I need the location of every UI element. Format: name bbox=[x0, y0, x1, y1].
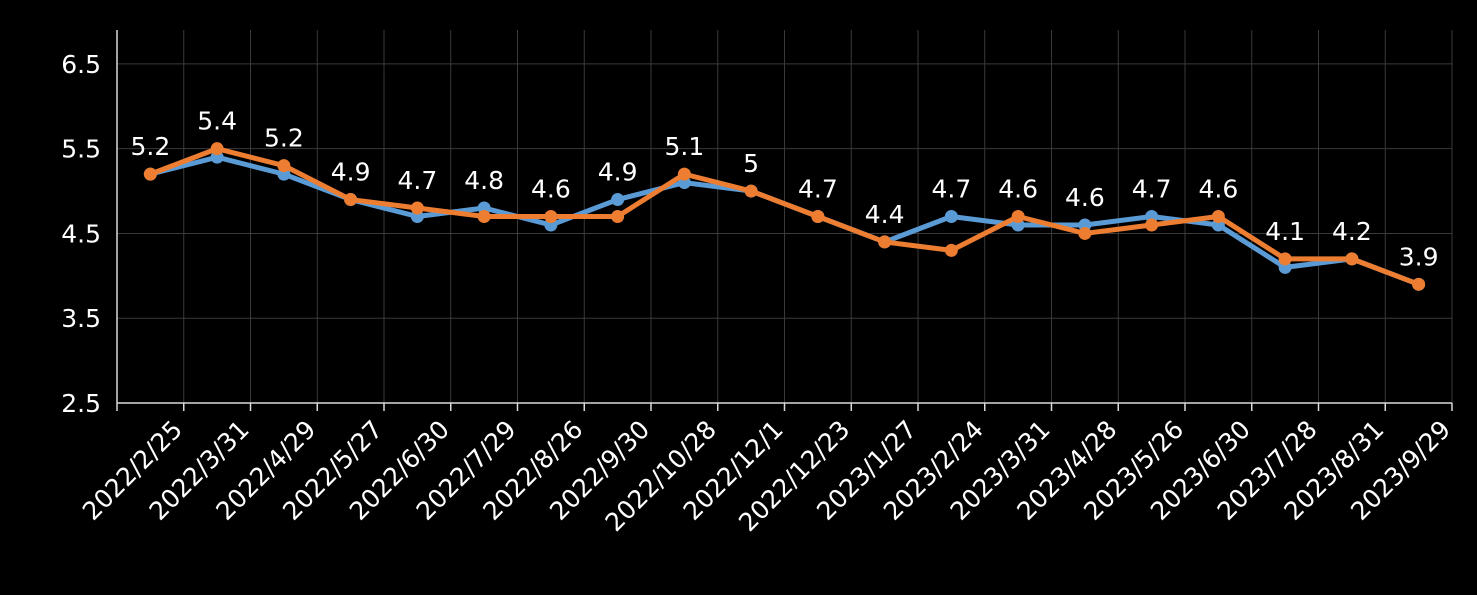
y-tick-label: 5.5 bbox=[61, 135, 101, 164]
series-2-point bbox=[1412, 277, 1426, 291]
data-label: 5.2 bbox=[130, 132, 170, 161]
series-1-point bbox=[611, 193, 625, 207]
series-2-point bbox=[477, 210, 491, 223]
data-label: 4.6 bbox=[531, 175, 571, 204]
series-2-point bbox=[811, 210, 825, 223]
series-layer bbox=[143, 142, 1426, 291]
data-label: 5.4 bbox=[197, 107, 237, 136]
series-2-point bbox=[677, 167, 691, 181]
series-2-point bbox=[1011, 210, 1025, 223]
series-1-point bbox=[944, 210, 958, 223]
series-2-point bbox=[1278, 252, 1292, 266]
series-2-point bbox=[277, 159, 291, 173]
series-2-point bbox=[944, 243, 958, 257]
data-label: 5.2 bbox=[264, 124, 304, 153]
data-label: 4.8 bbox=[464, 166, 504, 195]
series-2-point bbox=[1345, 252, 1359, 266]
y-tick-label: 3.5 bbox=[61, 304, 101, 333]
data-label: 4.7 bbox=[798, 175, 838, 204]
series-2-point bbox=[143, 167, 157, 181]
series-2-point bbox=[744, 184, 758, 198]
data-label: 4.7 bbox=[1132, 175, 1172, 204]
data-label-layer: 5.2 5.4 5.2 4.9 4.7 4.8 4.6 4.9 5.1 5 4.7 4.4 4.7 4.6… bbox=[130, 107, 1438, 272]
data-label: 5.1 bbox=[664, 132, 704, 161]
data-label: 4.6 bbox=[1065, 183, 1105, 212]
series-2-point bbox=[1145, 218, 1159, 232]
data-label: 4.7 bbox=[931, 175, 971, 204]
data-label: 4.7 bbox=[397, 166, 437, 195]
data-label: 4.6 bbox=[1198, 175, 1238, 204]
series-2-point bbox=[410, 201, 424, 215]
grid-layer bbox=[117, 30, 1453, 403]
data-label: 5 bbox=[743, 149, 759, 178]
data-label: 4.9 bbox=[331, 158, 371, 187]
data-label: 4.1 bbox=[1265, 217, 1305, 246]
series-2-point bbox=[878, 235, 892, 249]
data-label: 4.2 bbox=[1332, 217, 1372, 246]
series-2-point bbox=[1211, 210, 1225, 223]
series-2-point bbox=[344, 193, 358, 207]
data-label: 4.4 bbox=[865, 200, 905, 229]
data-label: 3.9 bbox=[1399, 242, 1439, 271]
series-2-point bbox=[210, 142, 224, 156]
y-tick-label: 6.5 bbox=[61, 50, 101, 79]
y-tick-label: 2.5 bbox=[61, 389, 101, 418]
series-2-point bbox=[611, 210, 625, 223]
data-label: 4.6 bbox=[998, 175, 1038, 204]
series-2-point bbox=[544, 210, 558, 223]
data-label: 4.9 bbox=[598, 158, 638, 187]
series-2-line bbox=[147, 146, 1422, 287]
y-tick-label: 4.5 bbox=[61, 219, 101, 248]
series-2-point bbox=[1078, 226, 1092, 240]
